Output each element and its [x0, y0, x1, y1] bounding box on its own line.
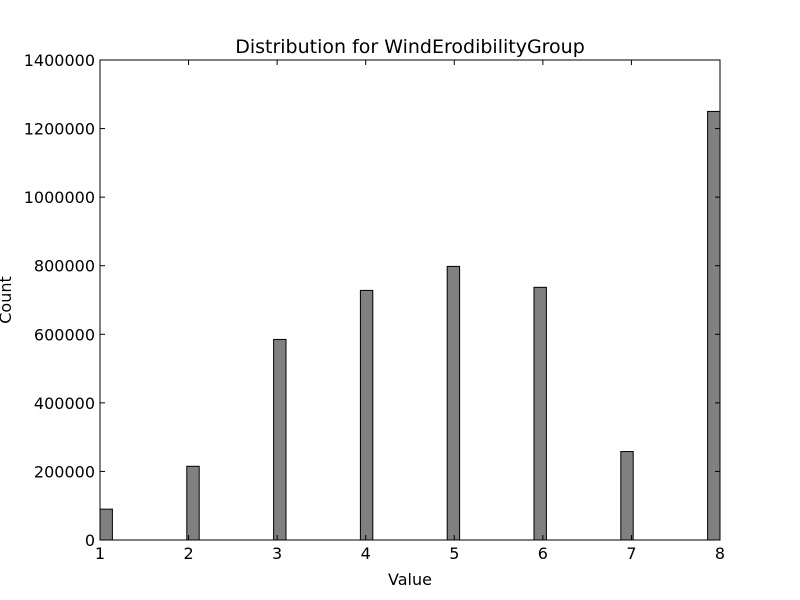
x-tick-label: 4 — [361, 544, 371, 563]
bar-8 — [707, 110, 721, 541]
y-axis-label: Count — [0, 276, 15, 324]
bar-2 — [186, 465, 200, 541]
x-axis-label: Value — [388, 570, 432, 589]
y-tick-label: 1400000 — [24, 51, 95, 70]
y-tick-label: 0 — [85, 531, 95, 550]
x-tick-label: 2 — [183, 544, 193, 563]
x-tick-label: 8 — [715, 544, 725, 563]
y-tick-label: 200000 — [34, 462, 95, 481]
bars-group — [99, 110, 721, 541]
chart-title: Distribution for WindErodibilityGroup — [235, 36, 585, 58]
ticks-group — [99, 59, 721, 541]
x-tick-label: 6 — [538, 544, 548, 563]
tick-labels-group: 1 2 3 4 5 6 7 8 0 200000 400000 600000 800000 1000000… — [24, 51, 725, 563]
y-tick-label: 800000 — [34, 257, 95, 276]
y-tick-label: 1000000 — [24, 188, 95, 207]
bar-4 — [359, 289, 374, 541]
x-tick-label: 5 — [449, 544, 459, 563]
y-tick-label: 1200000 — [24, 120, 95, 139]
x-tick-label: 3 — [272, 544, 282, 563]
y-tick-label: 600000 — [34, 325, 95, 344]
bar-1 — [99, 508, 113, 541]
bar-3 — [273, 338, 287, 541]
bar-6 — [533, 286, 547, 541]
x-tick-label: 1 — [95, 544, 105, 563]
plot-frame — [99, 59, 721, 541]
x-tick-label: 7 — [626, 544, 636, 563]
y-tick-label: 400000 — [34, 394, 95, 413]
bar-7 — [620, 451, 634, 541]
bar-5 — [446, 265, 461, 541]
